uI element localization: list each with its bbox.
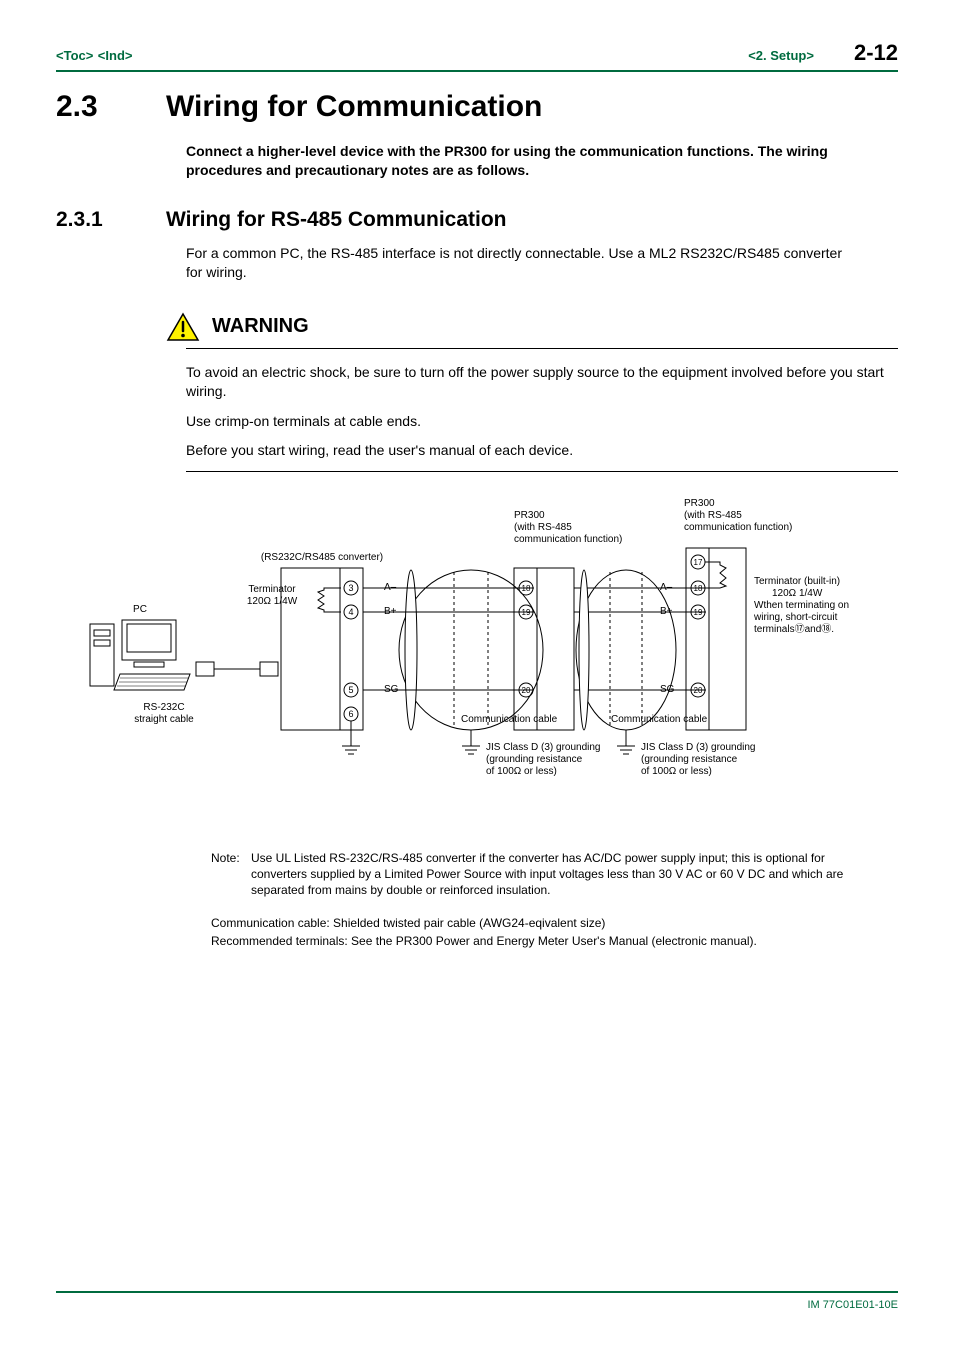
note-text: Use UL Listed RS-232C/RS-485 converter i… [251,850,871,899]
svg-text:of 100Ω or less): of 100Ω or less) [641,766,712,777]
section-heading: 2.3Wiring for Communication [56,90,898,124]
converter: (RS232C/RS485 converter) 3 4 5 6 Termina… [247,552,383,754]
subsection-heading: 2.3.1Wiring for RS-485 Communication [56,208,898,232]
svg-text:terminals⑰and⑱.: terminals⑰and⑱. [754,623,834,635]
chapter-link[interactable]: <2. Setup> [748,48,814,63]
cable-bundle-2 [576,570,676,754]
svg-text:3: 3 [348,583,353,593]
warning-rule-bottom [186,471,898,472]
svg-text:20: 20 [694,686,703,695]
svg-text:120Ω 1/4W: 120Ω 1/4W [247,596,298,607]
note-block: Note:Use UL Listed RS-232C/RS-485 conver… [211,850,891,899]
warning-rule-top [186,348,898,349]
svg-text:JIS Class D (3) grounding: JIS Class D (3) grounding [641,742,756,753]
svg-text:Communication cable: Communication cable [461,714,558,725]
svg-text:PR300: PR300 [684,498,715,509]
svg-text:communication function): communication function) [684,522,792,533]
subsection-intro: For a common PC, the RS-485 interface is… [186,244,856,282]
document-id: IM 77C01E01-10E [56,1299,898,1311]
warning-header: WARNING [166,312,898,342]
svg-text:PR300: PR300 [514,510,545,521]
subsection-number: 2.3.1 [56,208,166,232]
header-rule [56,70,898,72]
svg-text:PC: PC [133,604,147,615]
svg-text:18: 18 [522,584,531,593]
svg-text:(grounding resistance: (grounding resistance [486,754,583,765]
ind-link[interactable]: <Ind> [98,48,133,63]
pc-icon: PC [90,604,190,690]
trailer-1: Communication cable: Shielded twisted pa… [211,915,891,932]
svg-text:(with RS-485: (with RS-485 [514,522,572,533]
svg-text:120Ω 1/4W: 120Ω 1/4W [772,588,823,599]
page-number: 2-12 [854,40,898,66]
svg-text:6: 6 [348,709,353,719]
svg-text:Terminator: Terminator [248,584,296,595]
svg-text:A–: A– [660,582,673,593]
svg-text:19: 19 [694,608,703,617]
svg-text:17: 17 [694,558,703,567]
footer-rule [56,1291,898,1293]
svg-text:18: 18 [694,584,703,593]
svg-text:(grounding resistance: (grounding resistance [641,754,738,765]
warning-p2: Use crimp-on terminals at cable ends. [186,412,886,432]
svg-text:Terminator (built-in): Terminator (built-in) [754,576,840,587]
svg-text:wiring, short-circuit: wiring, short-circuit [753,612,838,623]
svg-text:19: 19 [522,608,531,617]
svg-text:straight cable: straight cable [134,714,194,725]
warning-icon [166,312,200,342]
svg-text:(RS232C/RS485 converter): (RS232C/RS485 converter) [261,552,383,563]
svg-text:5: 5 [348,685,353,695]
cable-bundle-1 [363,570,543,754]
svg-text:SG: SG [660,684,675,695]
cable-label: RS-232C [143,702,184,713]
warning-title: WARNING [212,315,309,338]
section-number: 2.3 [56,90,166,124]
svg-text:of 100Ω or less): of 100Ω or less) [486,766,557,777]
wiring-diagram: PC RS-232C straight cable [56,492,898,832]
section-intro: Connect a higher-level device with the P… [186,142,856,180]
svg-text:JIS Class D (3) grounding: JIS Class D (3) grounding [486,742,601,753]
note-label: Note: [211,850,251,866]
warning-p1: To avoid an electric shock, be sure to t… [186,363,886,402]
section-title: Wiring for Communication [166,90,542,123]
page-header: <Toc> <Ind> <2. Setup> 2-12 [56,40,898,66]
svg-text:4: 4 [348,607,353,617]
toc-link[interactable]: <Toc> [56,48,93,63]
subsection-title: Wiring for RS-485 Communication [166,208,507,231]
svg-text:20: 20 [522,686,531,695]
svg-text:Communication cable: Communication cable [611,714,708,725]
svg-text:(with RS-485: (with RS-485 [684,510,742,521]
pr300-box-1: PR300 (with RS-485 communication functio… [514,510,622,730]
warning-p3: Before you start wiring, read the user's… [186,441,886,461]
svg-text:Wthen terminating on: Wthen terminating on [754,600,849,611]
svg-text:communication function): communication function) [514,534,622,545]
trailer-2: Recommended terminals: See the PR300 Pow… [211,933,891,950]
